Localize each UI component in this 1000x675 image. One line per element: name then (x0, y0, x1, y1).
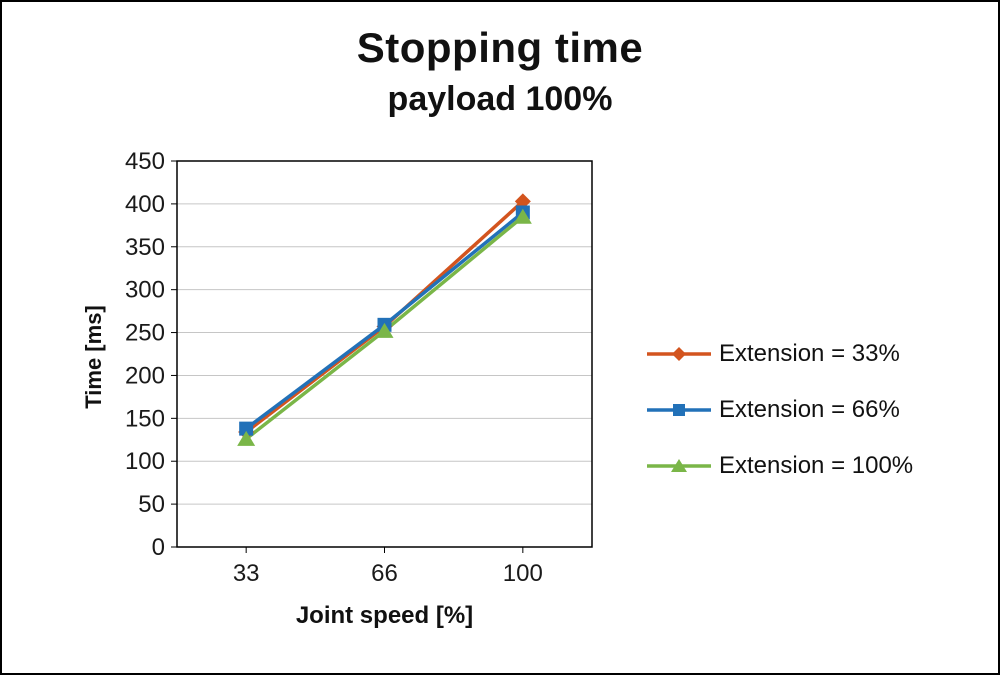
y-tick-label: 350 (125, 234, 165, 261)
legend-swatch (647, 404, 711, 416)
y-tick-label: 200 (125, 362, 165, 389)
legend-item: Extension = 100% (647, 452, 913, 480)
marker-triangle (513, 208, 532, 224)
y-tick-label: 50 (138, 491, 165, 518)
legend: Extension = 33% Extension = 66% Extension … (647, 340, 913, 480)
plot-area: 0 50 100 150 200 250 300 350 400 450 33 66 100 (125, 148, 593, 587)
legend-label: Extension = 33% (719, 340, 900, 367)
x-axis-title: Joint speed [%] (295, 602, 474, 629)
legend-swatch (647, 459, 711, 472)
y-tick-label: 250 (125, 320, 165, 347)
legend-item: Extension = 33% (647, 340, 913, 368)
legend-label: Extension = 66% (719, 396, 900, 423)
y-tick-label: 0 (152, 534, 165, 561)
y-tick-label: 300 (125, 277, 165, 304)
legend-item: Extension = 66% (647, 396, 913, 424)
legend-label: Extension = 100% (719, 452, 914, 479)
x-tick-label: 33 (233, 560, 260, 587)
marker-diamond (514, 193, 531, 210)
y-tick-label: 150 (125, 405, 165, 432)
x-tick-label: 66 (371, 560, 398, 587)
marker-square (239, 421, 254, 436)
y-tick-label: 450 (125, 148, 165, 175)
legend-swatch (647, 347, 711, 361)
y-tick-label: 400 (125, 191, 165, 218)
x-tick-label: 100 (503, 560, 543, 587)
marker-triangle (237, 430, 256, 446)
y-tick-label: 100 (125, 448, 165, 475)
chart-subtitle: payload 100% (387, 80, 613, 118)
marker-triangle (375, 322, 394, 338)
chart-title: Stopping time (356, 24, 644, 71)
